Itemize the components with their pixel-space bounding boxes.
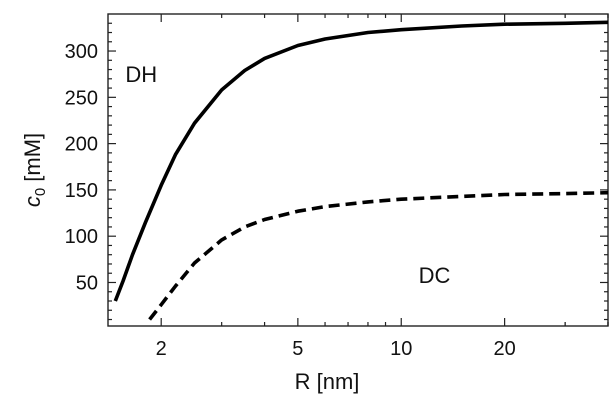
series-line-dc <box>148 190 609 321</box>
x-axis-title: R [nm] <box>295 369 360 394</box>
y-axis-title-unit: [mM] <box>20 133 45 188</box>
y-axis-title-main: c <box>20 196 45 207</box>
series-line-dh <box>113 20 609 302</box>
series-layer <box>113 20 609 321</box>
annotation-layer: DH DC <box>125 62 450 288</box>
y-tick-label: 300 <box>65 41 98 63</box>
y-tick-label: 100 <box>65 226 98 248</box>
series-annotation-dc: DC <box>419 263 451 288</box>
x-tick-label: 20 <box>493 338 515 360</box>
y-axis-title-subscript: 0 <box>32 188 49 196</box>
y-tick-label: 150 <box>65 180 98 202</box>
series-annotation-dh: DH <box>125 62 157 87</box>
y-tick-label: 200 <box>65 134 98 156</box>
y-tick-label: 50 <box>76 272 98 294</box>
y-tick-label: 250 <box>65 87 98 109</box>
x-tick-label: 2 <box>156 338 167 360</box>
plot-frame <box>107 13 609 327</box>
x-tick-label: 10 <box>390 338 412 360</box>
tick-layer: 50 100 150 200 250 300 2 5 10 20 <box>65 14 609 360</box>
plot-frame-layer <box>107 13 609 327</box>
y-axis-title: c0 [mM] <box>20 133 49 207</box>
x-tick-label: 5 <box>292 338 303 360</box>
